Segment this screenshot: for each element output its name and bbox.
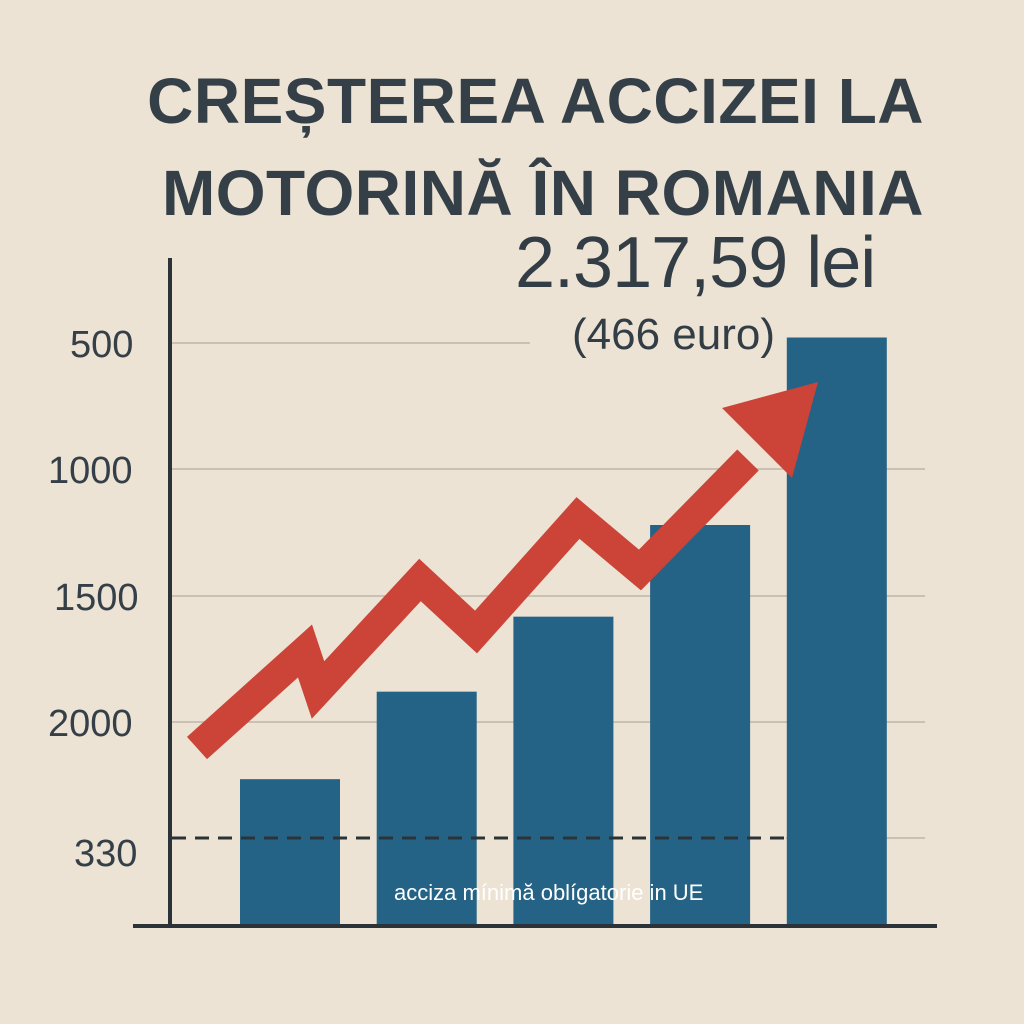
bar bbox=[513, 616, 614, 925]
bar bbox=[650, 525, 751, 925]
bar bbox=[376, 691, 477, 925]
y-tick-label: 500 bbox=[70, 324, 133, 366]
chart-title: CREȘTEREA ACCIZEI LA MOTORINĂ ÎN ROMANIA bbox=[147, 55, 924, 239]
y-tick-label: 1500 bbox=[54, 577, 139, 619]
reference-line-label: acciza mínimă oblígatorie in UE bbox=[394, 880, 703, 905]
y-tick-label: 1000 bbox=[48, 450, 133, 492]
chart-title-line-1: CREȘTEREA ACCIZEI LA bbox=[147, 65, 924, 137]
chart-title-line-2: MOTORINĂ ÎN ROMANIA bbox=[161, 157, 924, 229]
trend-arrow-line bbox=[186, 449, 759, 760]
headline-sub: (466 euro) bbox=[572, 310, 776, 359]
y-tick-label: 2000 bbox=[48, 703, 133, 745]
y-tick-label: 330 bbox=[74, 833, 137, 875]
headline-value: 2.317,59 lei bbox=[515, 223, 876, 303]
bar bbox=[240, 779, 340, 925]
trend-arrow-head bbox=[722, 382, 818, 478]
